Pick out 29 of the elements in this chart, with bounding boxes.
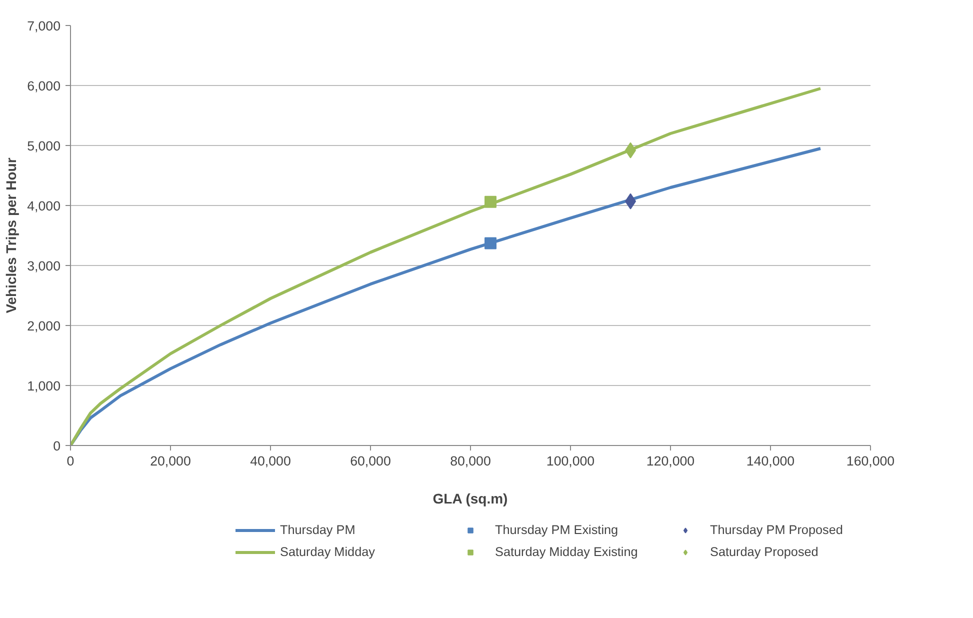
point [484,196,496,208]
legend-label: Thursday PM [280,523,356,537]
y-tick-label: 2,000 [27,318,61,334]
legend-label: Thursday PM Proposed [710,523,844,537]
legend-label: Thursday PM Existing [495,523,620,537]
x-tick-label: 20,000 [150,454,191,468]
legend-label: Saturday Midday [280,545,376,559]
y-tick-label: 6,000 [27,78,61,94]
x-tick-label: 60,000 [350,454,391,468]
x-tick-label: 140,000 [746,454,795,468]
y-tick-label: 0 [53,438,61,454]
legend-label: Saturday Midday Existing [495,545,639,559]
y-tick-label: 1,000 [27,378,61,394]
y-tick-label: 3,000 [27,258,61,274]
y-tick-label: 4,000 [27,198,61,214]
x-tick-label: 80,000 [450,454,491,468]
x-tick-label: 120,000 [646,454,695,468]
legend-label: Saturday Proposed [710,545,820,559]
x-tick-label: 160,000 [846,454,895,468]
point [484,237,496,250]
line-series [70,147,822,446]
x-tick-label: 40,000 [250,454,291,468]
x-axis-title: GLA (sq.m) [432,490,508,506]
y-axis-title: Vehicles Trips per Hour [3,157,20,314]
line-series [70,87,822,446]
y-tick-label: 7,000 [27,18,61,34]
y-tick-label: 5,000 [27,138,61,154]
x-tick-label: 0 [66,454,74,468]
x-tick-label: 100,000 [546,454,595,468]
